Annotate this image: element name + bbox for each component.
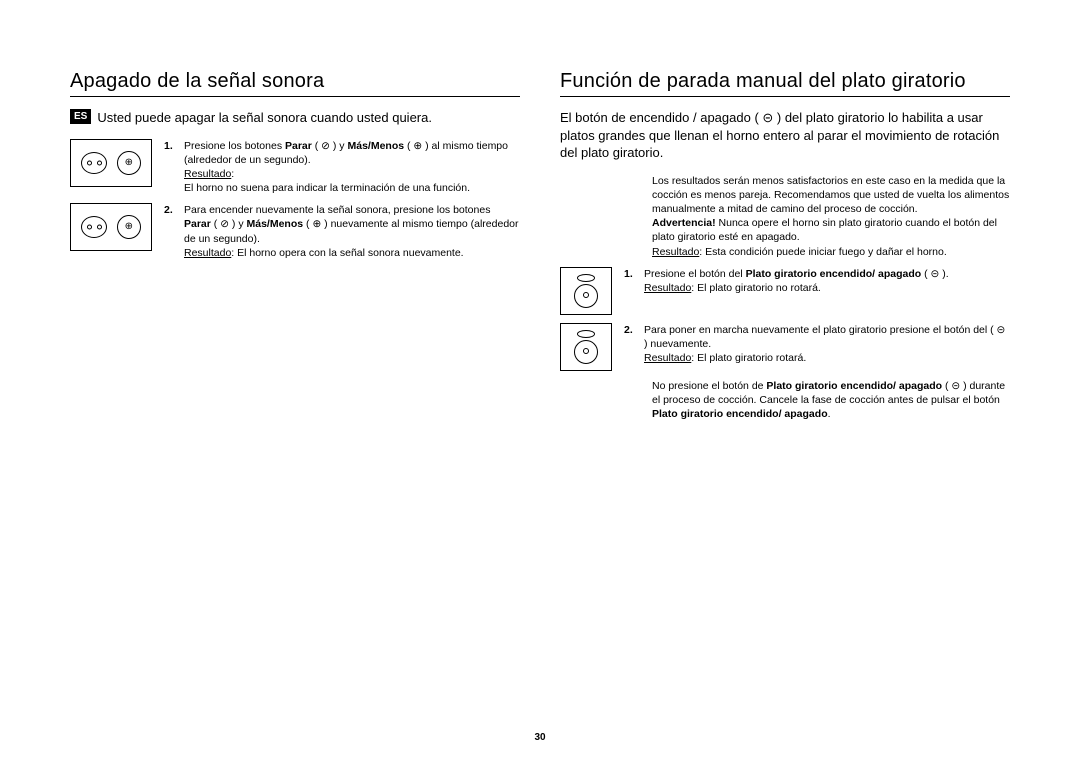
left-title: Apagado de la señal sonora <box>70 70 520 97</box>
turntable-button-icon <box>560 323 612 371</box>
control-panel-icon: ⊕ <box>70 139 152 187</box>
step-text: Presione los botones Parar ( ⊘ ) y Más/M… <box>184 139 520 196</box>
result-label: Resultado <box>184 168 231 180</box>
step-text: Para encender nuevamente la señal sonora… <box>184 203 520 260</box>
step-content: 1. Presione los botones Parar ( ⊘ ) y Má… <box>164 139 520 196</box>
turntable-button-icon <box>560 267 612 315</box>
step-number: 1. <box>624 267 636 295</box>
left-step-1: ⊕ 1. Presione los botones Parar ( ⊘ ) y … <box>70 139 520 196</box>
step-content: 1. Presione el botón del Plato giratorio… <box>624 267 1010 295</box>
footer-note: No presione el botón de Plato giratorio … <box>652 379 1010 422</box>
step-content: 2. Para encender nuevamente la señal son… <box>164 203 520 260</box>
left-intro: Usted puede apagar la señal sonora cuand… <box>97 109 520 127</box>
left-intro-wrap: ES Usted puede apagar la señal sonora cu… <box>70 109 520 139</box>
page-number: 30 <box>0 732 1080 743</box>
left-step-2: ⊕ 2. Para encender nuevamente la señal s… <box>70 203 520 260</box>
result-label: Resultado <box>184 247 231 259</box>
note-block: Los resultados serán menos satisfactorio… <box>652 174 1010 259</box>
step-number: 2. <box>164 203 176 260</box>
result-label: Resultado <box>644 352 691 364</box>
step-content: 2. Para poner en marcha nuevamente el pl… <box>624 323 1010 366</box>
step-number: 1. <box>164 139 176 196</box>
page-container: Apagado de la señal sonora ES Usted pued… <box>0 0 1080 750</box>
left-column: Apagado de la señal sonora ES Usted pued… <box>70 70 520 710</box>
step-text: Para poner en marcha nuevamente el plato… <box>644 323 1010 366</box>
step-number: 2. <box>624 323 636 366</box>
right-step-1: 1. Presione el botón del Plato giratorio… <box>560 267 1010 315</box>
right-column: Función de parada manual del plato girat… <box>560 70 1010 710</box>
step-text: Presione el botón del Plato giratorio en… <box>644 267 1010 295</box>
right-title: Función de parada manual del plato girat… <box>560 70 1010 97</box>
result-label: Resultado <box>644 282 691 294</box>
right-intro: El botón de encendido / apagado ( ⊝ ) de… <box>560 109 1010 162</box>
control-panel-icon: ⊕ <box>70 203 152 251</box>
right-step-2: 2. Para poner en marcha nuevamente el pl… <box>560 323 1010 371</box>
language-tag: ES <box>70 109 91 124</box>
